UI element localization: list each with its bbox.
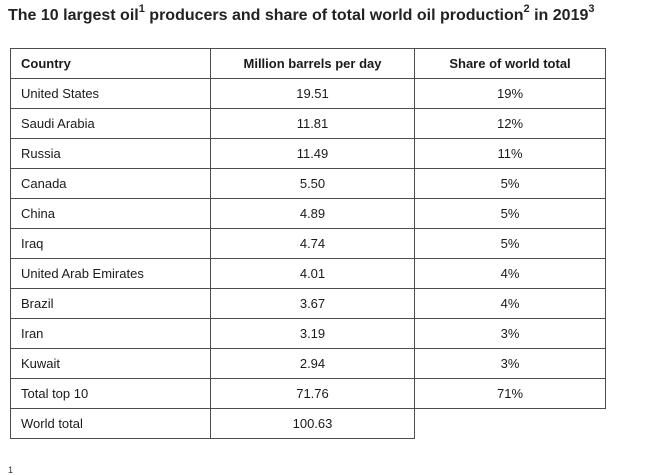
share-cell: 3% xyxy=(414,318,606,349)
country-cell: Brazil xyxy=(10,288,211,319)
share-cell: 71% xyxy=(414,378,606,409)
share-cell: 5% xyxy=(414,198,606,229)
country-cell: Iran xyxy=(10,318,211,349)
barrels-per-day-cell: 5.50 xyxy=(210,168,415,199)
table-row: Canada 5.50 5% xyxy=(10,168,606,199)
country-cell: Kuwait xyxy=(10,348,211,379)
barrels-per-day-cell: 100.63 xyxy=(210,408,415,439)
country-cell: United Arab Emirates xyxy=(10,258,211,289)
empty-cell xyxy=(414,408,606,439)
table-row: United States 19.51 19% xyxy=(10,78,606,109)
table-row: United Arab Emirates 4.01 4% xyxy=(10,258,606,289)
share-cell: 11% xyxy=(414,138,606,169)
country-cell: Russia xyxy=(10,138,211,169)
page-title: The 10 largest oil1 producers and share … xyxy=(8,3,594,25)
barrels-per-day-cell: 3.67 xyxy=(210,288,415,319)
barrels-per-day-cell: 71.76 xyxy=(210,378,415,409)
country-cell: Saudi Arabia xyxy=(10,108,211,139)
barrels-per-day-cell: 19.51 xyxy=(210,78,415,109)
barrels-per-day-cell: 4.01 xyxy=(210,258,415,289)
country-cell: World total xyxy=(10,408,211,439)
column-header-share-of-world-total: Share of world total xyxy=(414,48,606,79)
share-cell: 4% xyxy=(414,288,606,319)
barrels-per-day-cell: 11.49 xyxy=(210,138,415,169)
barrels-per-day-cell: 2.94 xyxy=(210,348,415,379)
barrels-per-day-cell: 4.74 xyxy=(210,228,415,259)
column-header-country: Country xyxy=(10,48,211,79)
title-text-part-3: in 2019 xyxy=(529,7,589,24)
country-cell: Iraq xyxy=(10,228,211,259)
share-cell: 12% xyxy=(414,108,606,139)
share-cell: 19% xyxy=(414,78,606,109)
column-header-million-barrels-per-day: Million barrels per day xyxy=(210,48,415,79)
table-row: China 4.89 5% xyxy=(10,198,606,229)
share-cell: 3% xyxy=(414,348,606,379)
barrels-per-day-cell: 3.19 xyxy=(210,318,415,349)
title-text-part-2: producers and share of total world oil p… xyxy=(144,7,524,24)
table-row: Brazil 3.67 4% xyxy=(10,288,606,319)
footnote-ref-2[interactable]: 2 xyxy=(523,2,530,15)
table-row: Russia 11.49 11% xyxy=(10,138,606,169)
country-cell: Total top 10 xyxy=(10,378,211,409)
footnote-ref-1[interactable]: 1 xyxy=(138,2,145,15)
title-text-part-1: The 10 largest oil xyxy=(8,7,139,24)
table-header-row: Country Million barrels per day Share of… xyxy=(10,48,606,79)
footnote-ref-3[interactable]: 3 xyxy=(588,2,595,15)
barrels-per-day-cell: 11.81 xyxy=(210,108,415,139)
country-cell: United States xyxy=(10,78,211,109)
total-top-10-row: Total top 10 71.76 71% xyxy=(10,378,606,409)
country-cell: Canada xyxy=(10,168,211,199)
barrels-per-day-cell: 4.89 xyxy=(210,198,415,229)
share-cell: 4% xyxy=(414,258,606,289)
oil-producers-table: Country Million barrels per day Share of… xyxy=(10,48,606,439)
country-cell: China xyxy=(10,198,211,229)
table-row: Saudi Arabia 11.81 12% xyxy=(10,108,606,139)
footnote-marker: 1 xyxy=(8,465,14,475)
table-row: Iran 3.19 3% xyxy=(10,318,606,349)
share-cell: 5% xyxy=(414,168,606,199)
table-row: Kuwait 2.94 3% xyxy=(10,348,606,379)
share-cell: 5% xyxy=(414,228,606,259)
table-row: Iraq 4.74 5% xyxy=(10,228,606,259)
world-total-row: World total 100.63 xyxy=(10,408,606,439)
